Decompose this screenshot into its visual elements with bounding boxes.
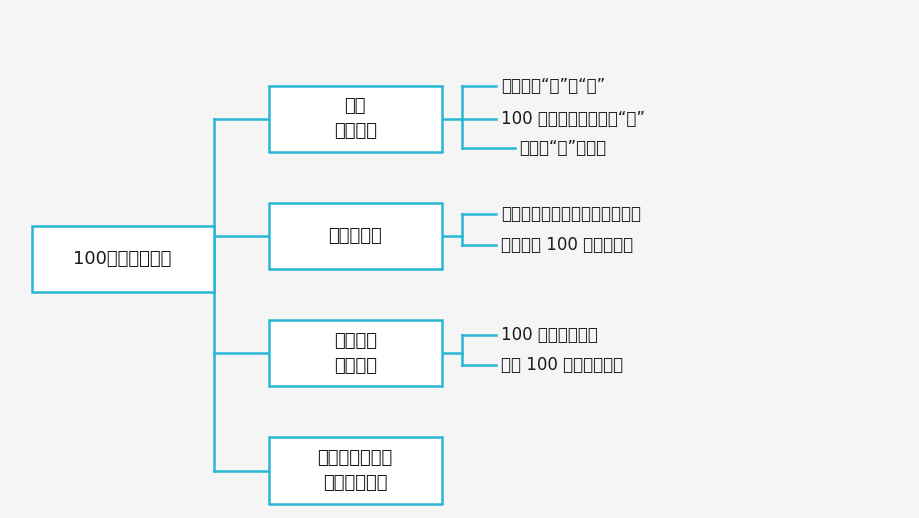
- Text: 比较 100 以内数的大小: 比较 100 以内数的大小: [501, 356, 622, 374]
- Text: 100 以内的数是由几个“十”: 100 以内的数是由几个“十”: [501, 110, 644, 128]
- Text: 数数
数的组成: 数数 数的组成: [334, 97, 376, 140]
- Text: 100以内数的认识: 100以内数的认识: [74, 250, 172, 268]
- Text: 数的顺序
比较大小: 数的顺序 比较大小: [334, 332, 376, 375]
- FancyBboxPatch shape: [31, 226, 213, 292]
- Text: 计数单位“一”和“十”: 计数单位“一”和“十”: [501, 77, 605, 95]
- FancyBboxPatch shape: [268, 203, 441, 269]
- Text: 读数和写数: 读数和写数: [328, 227, 381, 245]
- Text: 100 以内数的顺序: 100 以内数的顺序: [501, 326, 597, 344]
- FancyBboxPatch shape: [268, 320, 441, 386]
- Text: 读、写出 100 以内的各数: 读、写出 100 以内的各数: [501, 236, 632, 254]
- Text: 个位、十位上的数所表示的意义: 个位、十位上的数所表示的意义: [501, 205, 641, 223]
- Text: 整十数加一位数
及相应的减法: 整十数加一位数 及相应的减法: [317, 449, 392, 492]
- FancyBboxPatch shape: [268, 437, 441, 503]
- FancyBboxPatch shape: [268, 85, 441, 152]
- Text: 和几个“一”组成的: 和几个“一”组成的: [518, 139, 606, 157]
